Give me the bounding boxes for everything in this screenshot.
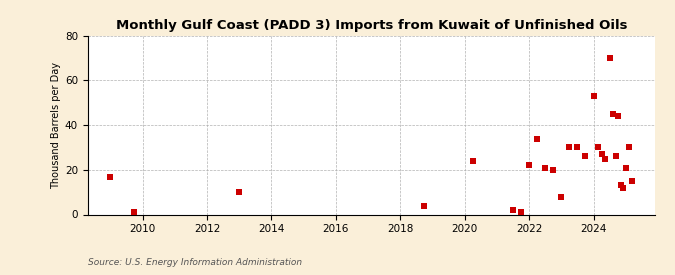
Point xyxy=(524,163,535,167)
Y-axis label: Thousand Barrels per Day: Thousand Barrels per Day xyxy=(51,62,61,189)
Point xyxy=(593,145,603,150)
Point xyxy=(234,190,244,194)
Point xyxy=(612,114,623,118)
Point xyxy=(599,156,610,161)
Point xyxy=(616,183,626,188)
Point xyxy=(105,174,115,179)
Point xyxy=(627,179,638,183)
Point xyxy=(564,145,575,150)
Point xyxy=(129,210,140,214)
Point xyxy=(624,145,634,150)
Point xyxy=(548,167,559,172)
Point xyxy=(617,185,628,190)
Point xyxy=(596,152,607,156)
Point xyxy=(516,210,526,214)
Point xyxy=(580,154,591,159)
Point xyxy=(588,94,599,98)
Point xyxy=(540,165,551,170)
Point xyxy=(508,208,518,212)
Point xyxy=(532,136,543,141)
Point xyxy=(604,56,615,60)
Point xyxy=(572,145,583,150)
Point xyxy=(611,154,622,159)
Point xyxy=(467,159,478,163)
Title: Monthly Gulf Coast (PADD 3) Imports from Kuwait of Unfinished Oils: Monthly Gulf Coast (PADD 3) Imports from… xyxy=(115,19,627,32)
Point xyxy=(620,165,631,170)
Point xyxy=(419,204,430,208)
Point xyxy=(556,194,567,199)
Point xyxy=(608,112,618,116)
Text: Source: U.S. Energy Information Administration: Source: U.S. Energy Information Administ… xyxy=(88,258,302,267)
